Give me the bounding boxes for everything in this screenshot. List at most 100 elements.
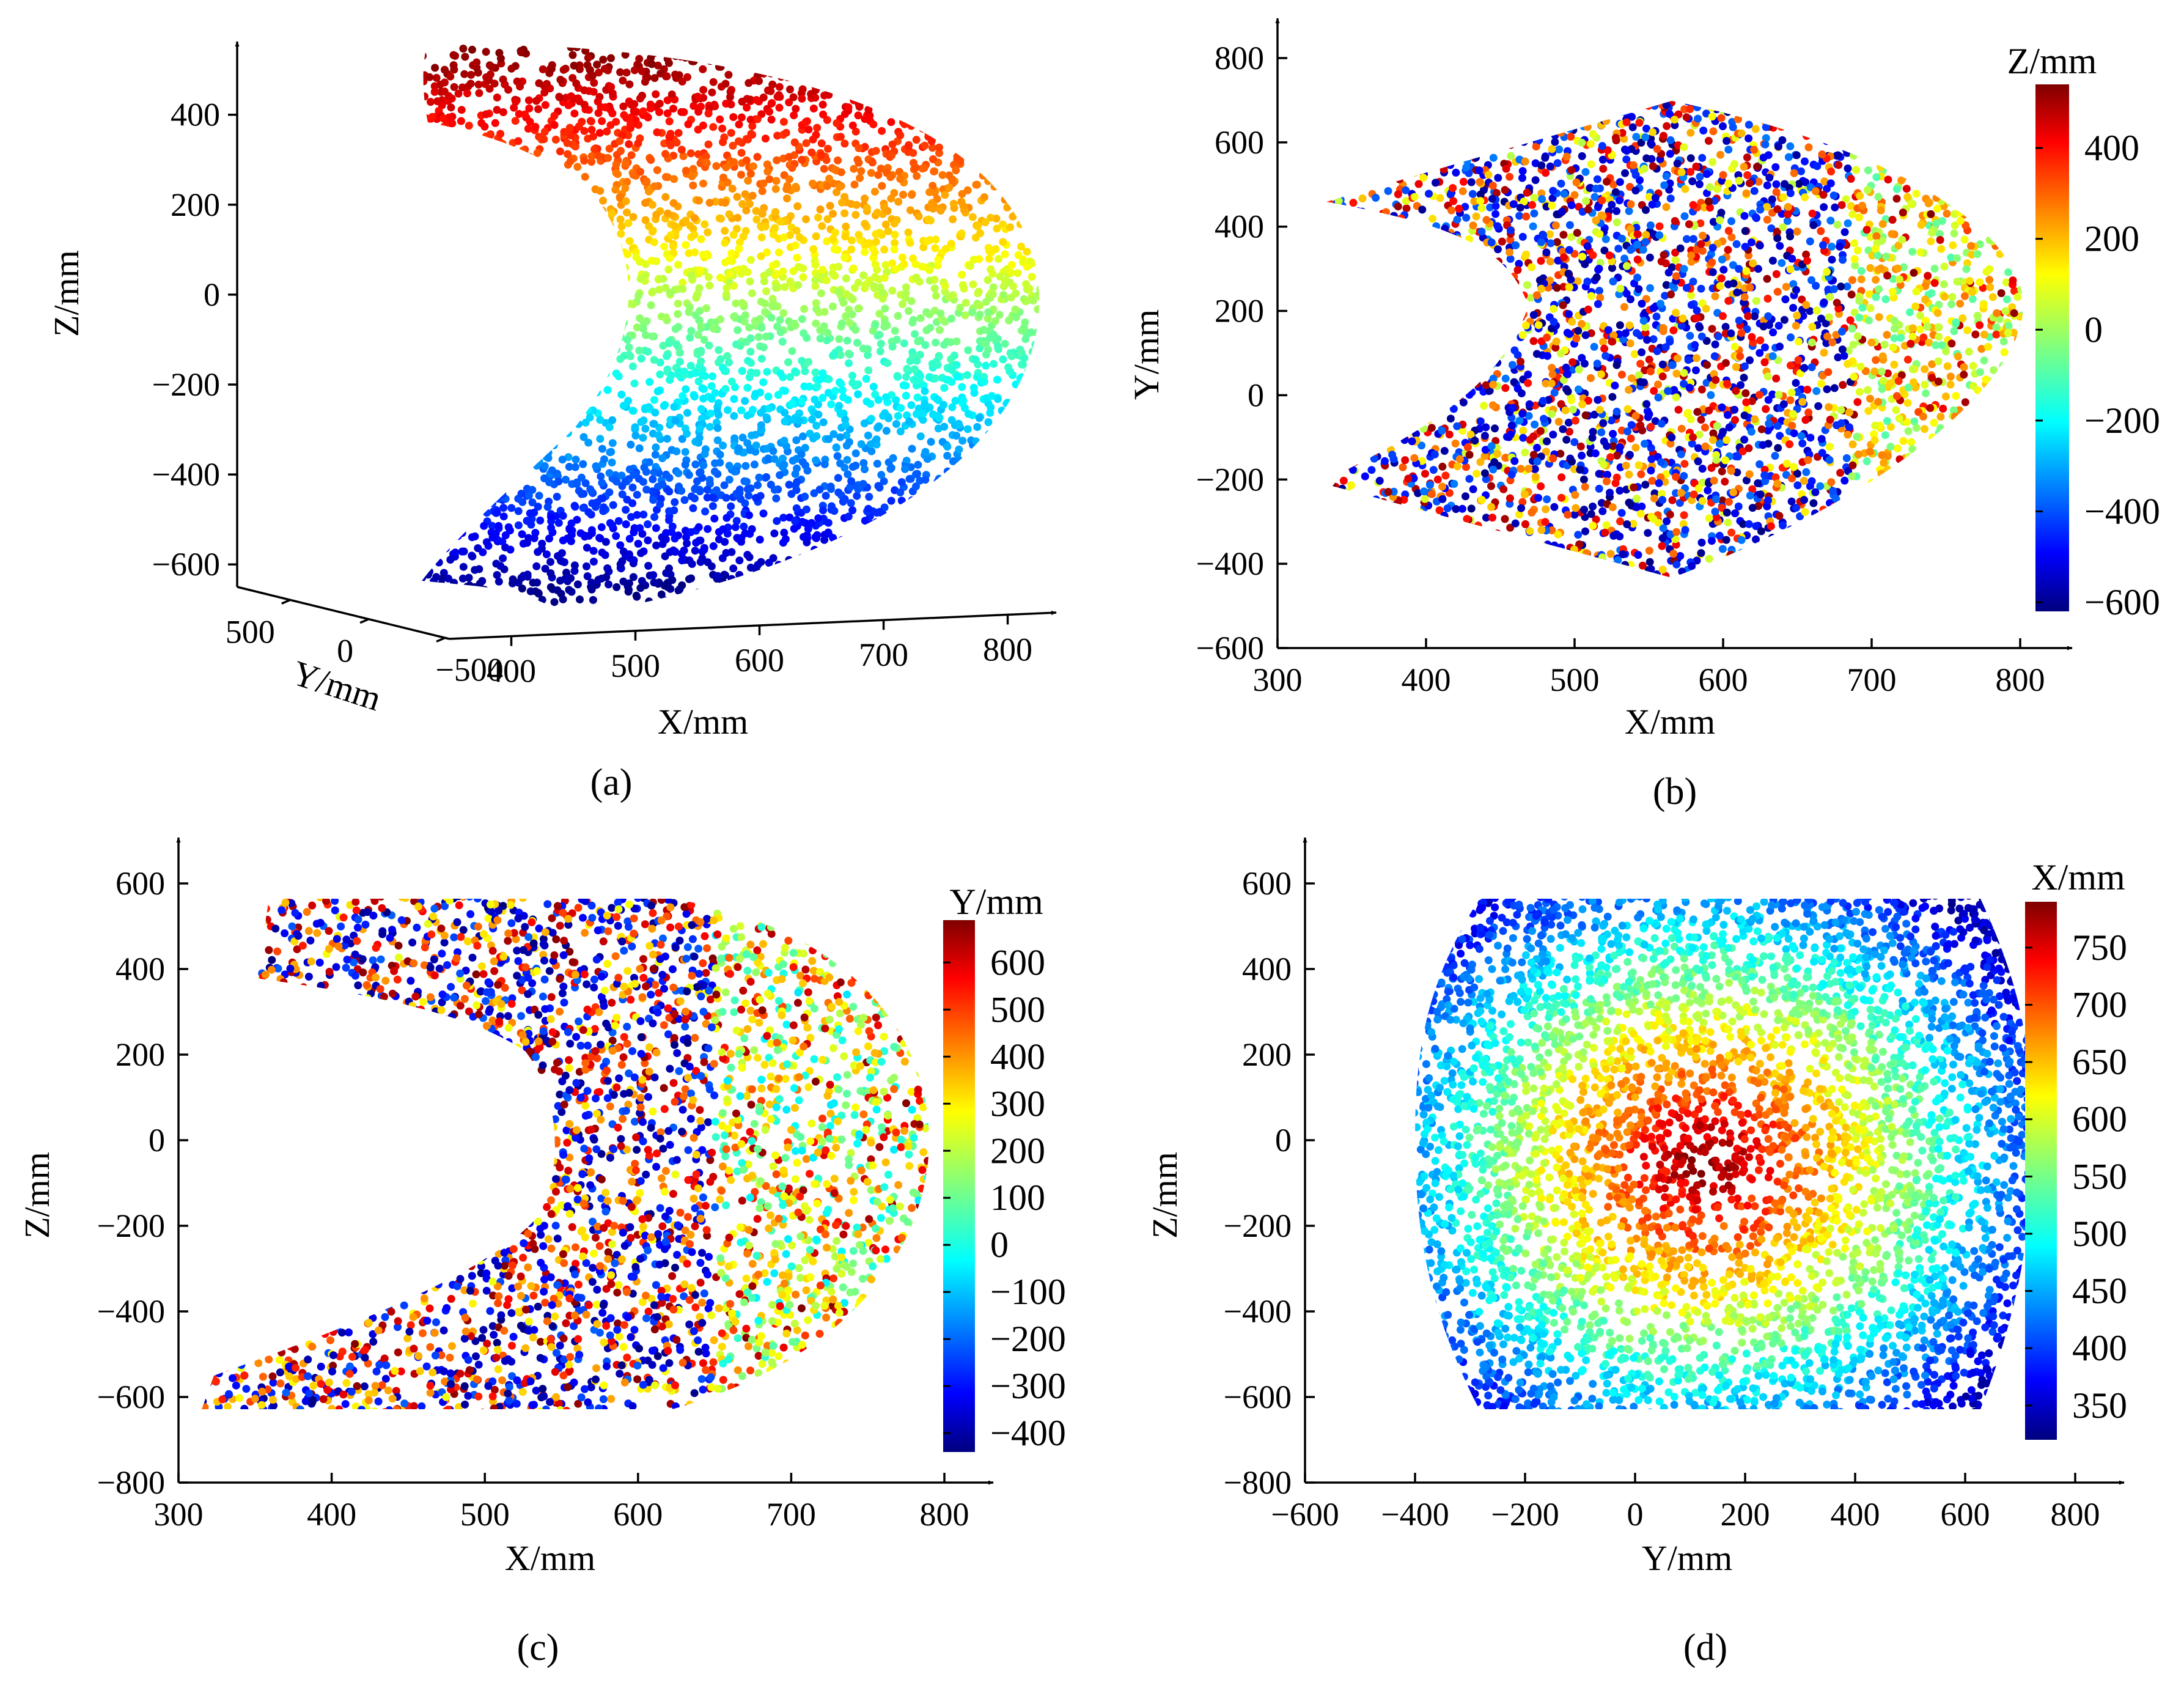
panel-a-point — [1004, 575, 1013, 583]
panel-a-point — [582, 344, 590, 353]
panel-a-point — [730, 395, 738, 404]
panel-a-point — [583, 368, 592, 377]
panel-a-point — [573, 480, 581, 488]
panel-a-point — [1000, 586, 1008, 594]
panel-a-point — [754, 481, 762, 489]
panel-a-point — [1015, 514, 1024, 523]
panel-a-point — [993, 452, 1002, 460]
panel-a-point — [543, 336, 552, 344]
panel-a-point — [713, 408, 721, 416]
panel-a-point — [799, 273, 807, 281]
panel-a-point — [426, 525, 435, 534]
panel-a-point — [954, 127, 963, 136]
panel-a-point — [499, 75, 507, 84]
panel-a-point — [999, 423, 1008, 432]
panel-a-point — [557, 281, 565, 290]
panel-a-point — [652, 90, 660, 98]
panel-a-point — [751, 389, 760, 398]
panel-a-point — [991, 125, 999, 134]
panel-b-point — [1346, 502, 1355, 510]
panel-a-point — [843, 336, 851, 345]
panel-a-point — [590, 386, 599, 395]
panel-a-point — [428, 112, 436, 121]
panel-b-point — [1683, 101, 1692, 106]
panel-a-point — [529, 203, 538, 211]
panel-a-point — [495, 181, 504, 190]
panel-b-point — [1612, 571, 1620, 578]
panel-a-point — [464, 293, 472, 301]
panel-a-point — [903, 364, 911, 373]
panel-b-point — [1418, 157, 1427, 165]
panel-a-point — [637, 355, 645, 363]
panel-a-point — [984, 547, 992, 556]
panel-a-point — [993, 74, 1002, 83]
panel-a-point — [695, 468, 704, 477]
panel-a-point — [641, 404, 649, 412]
panel-a-point — [496, 388, 505, 396]
panel-a-point — [422, 287, 428, 295]
panel-a-point — [495, 352, 504, 360]
panel-a-point — [476, 298, 484, 306]
panel-a-point — [428, 209, 437, 218]
panel-a-point — [446, 413, 454, 421]
panel-a-point — [491, 271, 499, 280]
panel-b-point — [1772, 270, 1781, 278]
panel-a-point — [850, 164, 858, 173]
panel-a-point — [598, 494, 607, 503]
panel-a-point — [457, 106, 466, 114]
panel-a-point — [929, 200, 938, 208]
panel-a-point — [885, 101, 894, 110]
panel-b-point — [1970, 556, 1979, 564]
panel-a-point — [1006, 415, 1015, 424]
panel-a-point — [506, 545, 515, 554]
panel-a-point — [683, 408, 691, 417]
panel-a-point — [719, 173, 727, 182]
panel-a-point — [486, 450, 494, 459]
panel-a-point — [664, 209, 672, 218]
panel-a-point — [498, 364, 507, 372]
panel-b-point — [1500, 125, 1509, 134]
panel-a-point — [1005, 514, 1013, 523]
panel-a-point — [525, 104, 534, 112]
panel-a-point — [655, 108, 664, 116]
panel-a-point — [597, 354, 605, 363]
panel-a-point — [433, 209, 442, 218]
panel-a-point — [928, 182, 937, 190]
panel-a-point — [514, 137, 523, 146]
panel-a-point — [1023, 262, 1031, 271]
panel-a-point — [455, 443, 463, 452]
panel-a-point — [973, 88, 982, 97]
panel-a-point — [848, 121, 857, 130]
panel-a-point — [880, 274, 889, 282]
panel-a-point — [616, 302, 624, 311]
panel-a-point — [503, 288, 512, 297]
panel-a-point — [742, 206, 751, 215]
panel-a-point — [551, 301, 559, 309]
panel-a-point — [865, 577, 873, 585]
panel-a-point — [935, 62, 943, 71]
panel-a-point — [546, 512, 555, 521]
panel-a-point — [526, 411, 535, 420]
panel-a-point — [510, 299, 519, 308]
panel-a-point — [980, 532, 989, 540]
panel-a-point — [911, 577, 919, 586]
panel-a-point — [735, 570, 744, 579]
panel-b-point — [1988, 476, 1996, 485]
panel-a-point — [914, 212, 923, 221]
panel-a-point — [434, 436, 442, 444]
panel-a-point — [770, 455, 779, 463]
panel-b-point — [1438, 524, 1447, 533]
panel-a-point — [454, 376, 463, 385]
panel-a-point — [932, 357, 941, 366]
panel-a-point — [426, 506, 435, 514]
panel-a-point — [587, 152, 596, 160]
panel-a-point — [650, 396, 658, 404]
panel-a-point — [518, 426, 526, 434]
panel-a-point — [683, 539, 691, 548]
panel-a-point — [905, 111, 914, 120]
panel-b-point — [1770, 572, 1778, 578]
panel-a-point — [546, 358, 554, 366]
panel-b-point — [1853, 145, 1861, 153]
panel-a-point — [474, 80, 483, 89]
panel-a-point — [767, 116, 776, 124]
